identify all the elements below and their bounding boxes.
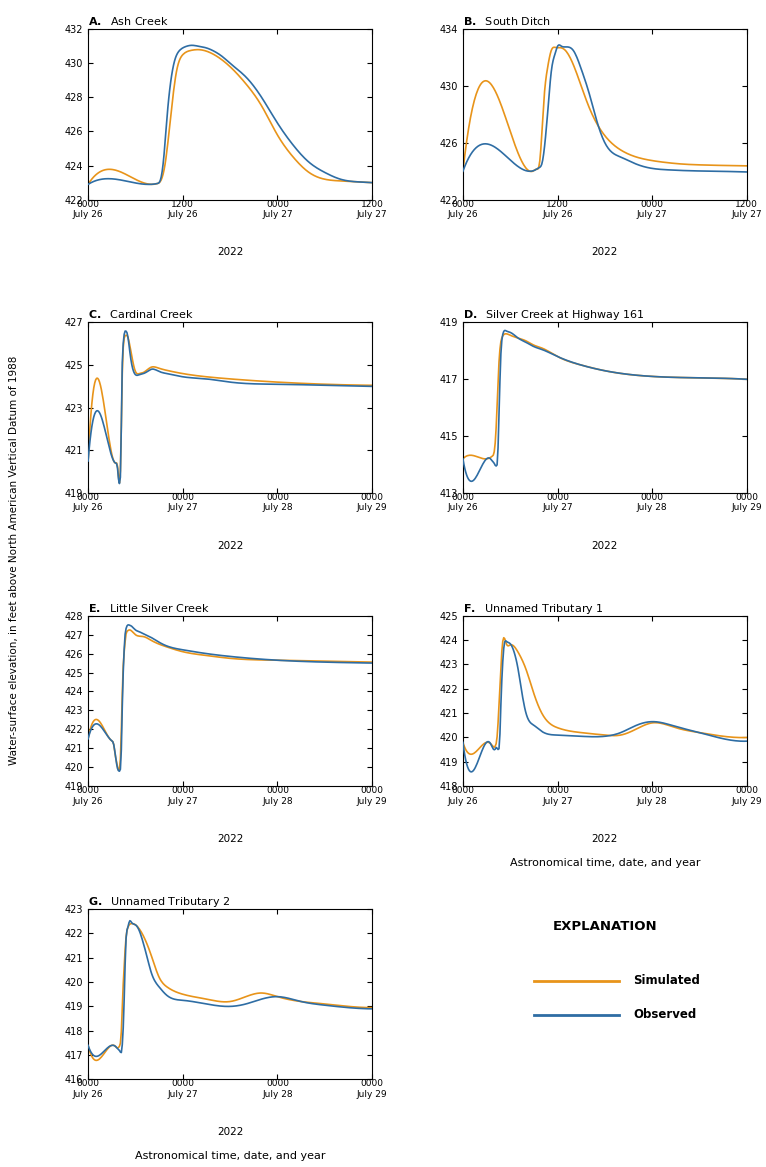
Text: 2022: 2022	[591, 247, 618, 258]
Text: July 27: July 27	[168, 492, 198, 512]
Text: 0000: 0000	[77, 492, 100, 502]
Text: 0000: 0000	[266, 200, 289, 209]
Text: July 26: July 26	[447, 200, 478, 219]
Text: July 26: July 26	[73, 200, 103, 219]
Text: July 26: July 26	[447, 787, 478, 805]
Text: 0000: 0000	[451, 787, 474, 795]
Text: Astronomical time, date, and year: Astronomical time, date, and year	[509, 858, 700, 868]
Text: 2022: 2022	[591, 540, 618, 551]
Text: $\bf{C.}$  Cardinal Creek: $\bf{C.}$ Cardinal Creek	[88, 308, 194, 320]
Text: 0000: 0000	[640, 200, 663, 209]
Text: 0000: 0000	[77, 787, 100, 795]
Text: 0000: 0000	[735, 492, 758, 502]
Text: $\bf{E.}$  Little Silver Creek: $\bf{E.}$ Little Silver Creek	[88, 601, 210, 614]
Text: Astronomical time, date, and year: Astronomical time, date, and year	[135, 1151, 326, 1161]
Text: 0000: 0000	[361, 1079, 384, 1089]
Text: July 29: July 29	[357, 1079, 388, 1099]
Text: 0000: 0000	[361, 787, 384, 795]
Text: July 27: July 27	[732, 200, 762, 219]
Text: July 27: July 27	[542, 787, 573, 805]
Text: July 28: July 28	[262, 1079, 293, 1099]
Text: July 29: July 29	[357, 492, 388, 512]
Text: 0000: 0000	[266, 1079, 289, 1089]
Text: July 26: July 26	[542, 200, 573, 219]
Text: EXPLANATION: EXPLANATION	[552, 920, 657, 932]
Text: 0000: 0000	[266, 492, 289, 502]
Text: July 29: July 29	[732, 492, 762, 512]
Text: July 26: July 26	[73, 492, 103, 512]
Text: 0000: 0000	[451, 200, 474, 209]
Text: July 26: July 26	[73, 1079, 103, 1099]
Text: 0000: 0000	[266, 787, 289, 795]
Text: 1200: 1200	[546, 200, 569, 209]
Text: Observed: Observed	[633, 1008, 696, 1021]
Text: July 27: July 27	[168, 787, 198, 805]
Text: $\bf{G.}$  Unnamed Tributary 2: $\bf{G.}$ Unnamed Tributary 2	[88, 895, 231, 909]
Text: $\bf{A.}$  Ash Creek: $\bf{A.}$ Ash Creek	[88, 15, 169, 27]
Text: 0000: 0000	[77, 1079, 100, 1089]
Text: 2022: 2022	[217, 247, 244, 258]
Text: July 27: July 27	[637, 200, 667, 219]
Text: $\bf{B.}$  South Ditch: $\bf{B.}$ South Ditch	[463, 15, 551, 27]
Text: July 27: July 27	[542, 492, 573, 512]
Text: 0000: 0000	[451, 492, 474, 502]
Text: 2022: 2022	[217, 540, 244, 551]
Text: 2022: 2022	[591, 834, 618, 844]
Text: 0000: 0000	[172, 1079, 195, 1089]
Text: Simulated: Simulated	[633, 974, 700, 987]
Text: July 29: July 29	[732, 787, 762, 805]
Text: 0000: 0000	[77, 200, 100, 209]
Text: 0000: 0000	[640, 787, 663, 795]
Text: July 26: July 26	[73, 787, 103, 805]
Text: July 28: July 28	[262, 492, 293, 512]
Text: Water-surface elevation, in feet above North American Vertical Datum of 1988: Water-surface elevation, in feet above N…	[8, 356, 19, 764]
Text: 0000: 0000	[735, 787, 758, 795]
Text: 0000: 0000	[546, 492, 569, 502]
Text: 1200: 1200	[735, 200, 758, 209]
Text: 0000: 0000	[546, 787, 569, 795]
Text: July 27: July 27	[168, 1079, 198, 1099]
Text: 0000: 0000	[640, 492, 663, 502]
Text: July 26: July 26	[168, 200, 198, 219]
Text: 0000: 0000	[172, 787, 195, 795]
Text: 1200: 1200	[172, 200, 194, 209]
Text: July 29: July 29	[357, 787, 388, 805]
Text: 2022: 2022	[217, 834, 244, 844]
Text: 0000: 0000	[172, 492, 195, 502]
Text: July 28: July 28	[637, 492, 667, 512]
Text: July 27: July 27	[262, 200, 293, 219]
Text: July 28: July 28	[262, 787, 293, 805]
Text: $\bf{F.}$  Unnamed Tributary 1: $\bf{F.}$ Unnamed Tributary 1	[463, 601, 604, 615]
Text: July 27: July 27	[357, 200, 388, 219]
Text: 0000: 0000	[361, 492, 384, 502]
Text: July 26: July 26	[447, 492, 478, 512]
Text: July 28: July 28	[637, 787, 667, 805]
Text: $\bf{D.}$  Silver Creek at Highway 161: $\bf{D.}$ Silver Creek at Highway 161	[463, 308, 645, 322]
Text: 2022: 2022	[217, 1127, 244, 1137]
Text: 1200: 1200	[361, 200, 384, 209]
